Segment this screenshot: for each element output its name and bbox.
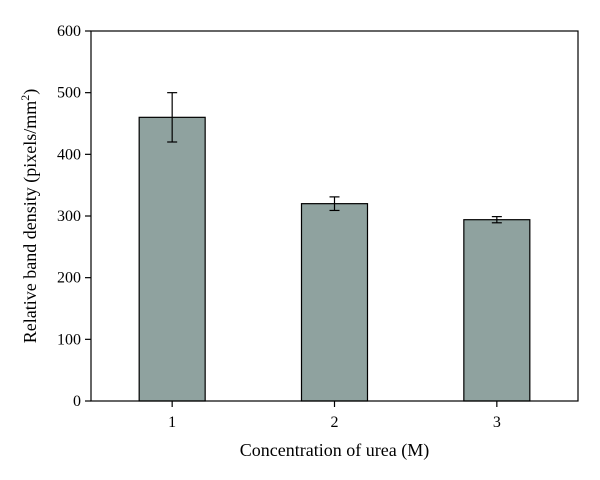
y-tick-label: 600: [57, 23, 81, 40]
x-tick-label: 1: [168, 414, 176, 431]
y-tick-label: 200: [57, 270, 81, 287]
y-axis-label-text: Relative band density (pixels/mm: [20, 101, 41, 343]
x-tick-label: 2: [331, 414, 339, 431]
y-axis-ticks: 0 100 200 300 400 500 600: [57, 23, 91, 410]
x-axis-ticks: 1 2 3: [168, 401, 501, 431]
bar: [463, 219, 531, 402]
y-axis-label: Relative band density (pixels/mm2): [18, 89, 41, 343]
y-axis-label-close: ): [20, 89, 41, 95]
x-tick-label: 3: [493, 414, 501, 431]
bar: [300, 203, 369, 402]
y-tick-label: 400: [57, 146, 81, 163]
y-tick-label: 0: [73, 393, 81, 410]
bar: [138, 116, 206, 402]
x-axis-label: Concentration of urea (M): [240, 440, 429, 461]
y-axis-label-superscript: 2: [18, 95, 32, 101]
error-bars-group: [167, 92, 502, 224]
y-tick-label: 500: [57, 85, 81, 102]
bars-group: [138, 116, 531, 402]
y-tick-label: 300: [57, 208, 81, 225]
y-tick-label: 100: [57, 331, 81, 348]
